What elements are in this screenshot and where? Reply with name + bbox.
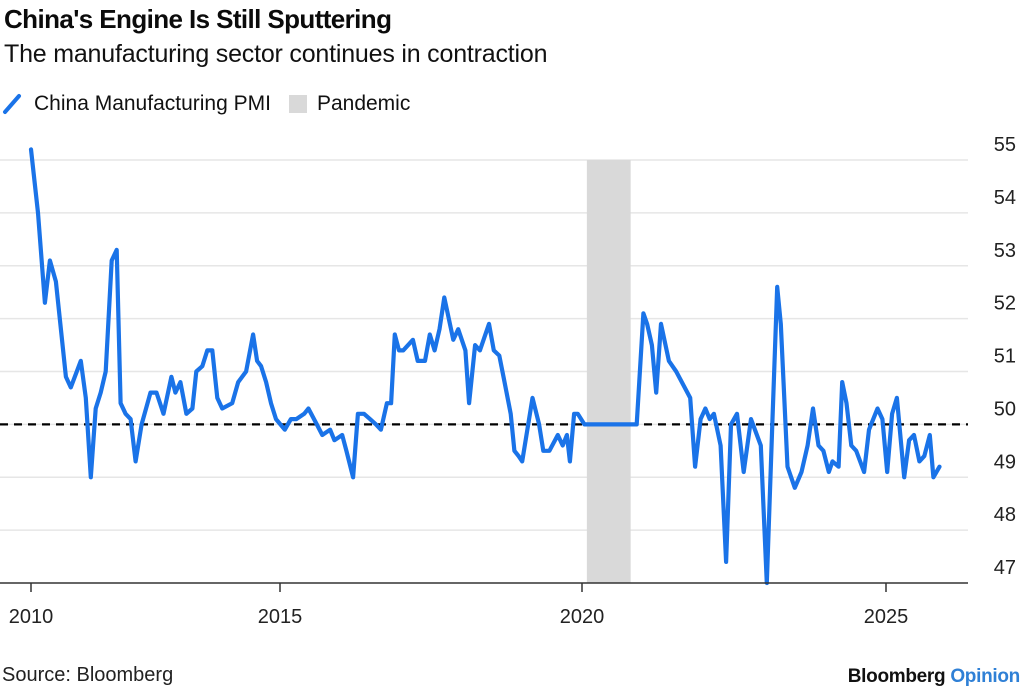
y-tick-label: 51 <box>994 346 1016 368</box>
pandemic-band <box>586 160 631 583</box>
brand-logo: Bloomberg Opinion <box>847 666 1021 688</box>
x-tick-label: 2010 <box>9 606 54 628</box>
x-tick-label: 2020 <box>560 606 605 628</box>
series-line-pmi <box>28 147 942 586</box>
series-group <box>28 147 942 586</box>
y-tick-label: 47 <box>994 557 1016 579</box>
legend-label-pmi: China Manufacturing PMI <box>34 92 271 115</box>
gridlines <box>0 159 968 531</box>
y-tick-label: 49 <box>994 451 1016 473</box>
source-note: Source: Bloomberg <box>2 664 174 686</box>
chart-title: China's Engine Is Still Sputtering <box>4 4 392 34</box>
legend-label-pandemic: Pandemic <box>316 92 411 115</box>
y-tick-label: 48 <box>994 504 1016 526</box>
y-tick-label: 54 <box>994 187 1016 209</box>
brand-primary: Bloomberg <box>847 666 946 687</box>
x-tick-label: 2025 <box>864 606 909 628</box>
shaded-regions <box>586 160 631 583</box>
band-swatch-icon <box>288 95 307 113</box>
y-tick-label: 52 <box>994 293 1016 315</box>
y-tick-label: 50 <box>994 398 1016 420</box>
chart-subtitle: The manufacturing sector continues in co… <box>4 40 548 68</box>
legend-item-pandemic: Pandemic <box>288 92 411 116</box>
y-tick-label: 53 <box>994 240 1016 262</box>
line-swatch-icon <box>3 94 21 114</box>
y-tick-label: 55 <box>994 134 1016 156</box>
x-tick-label: 2015 <box>258 606 303 628</box>
y-axis: 47 48 49 50 51 52 53 54 55 <box>994 134 1016 579</box>
x-axis: 2010 2015 2020 2025 <box>0 582 968 628</box>
legend-item-pmi: China Manufacturing PMI <box>2 92 271 116</box>
legend: China Manufacturing PMI Pandemic <box>2 92 428 116</box>
brand-secondary: Opinion <box>950 666 1020 687</box>
